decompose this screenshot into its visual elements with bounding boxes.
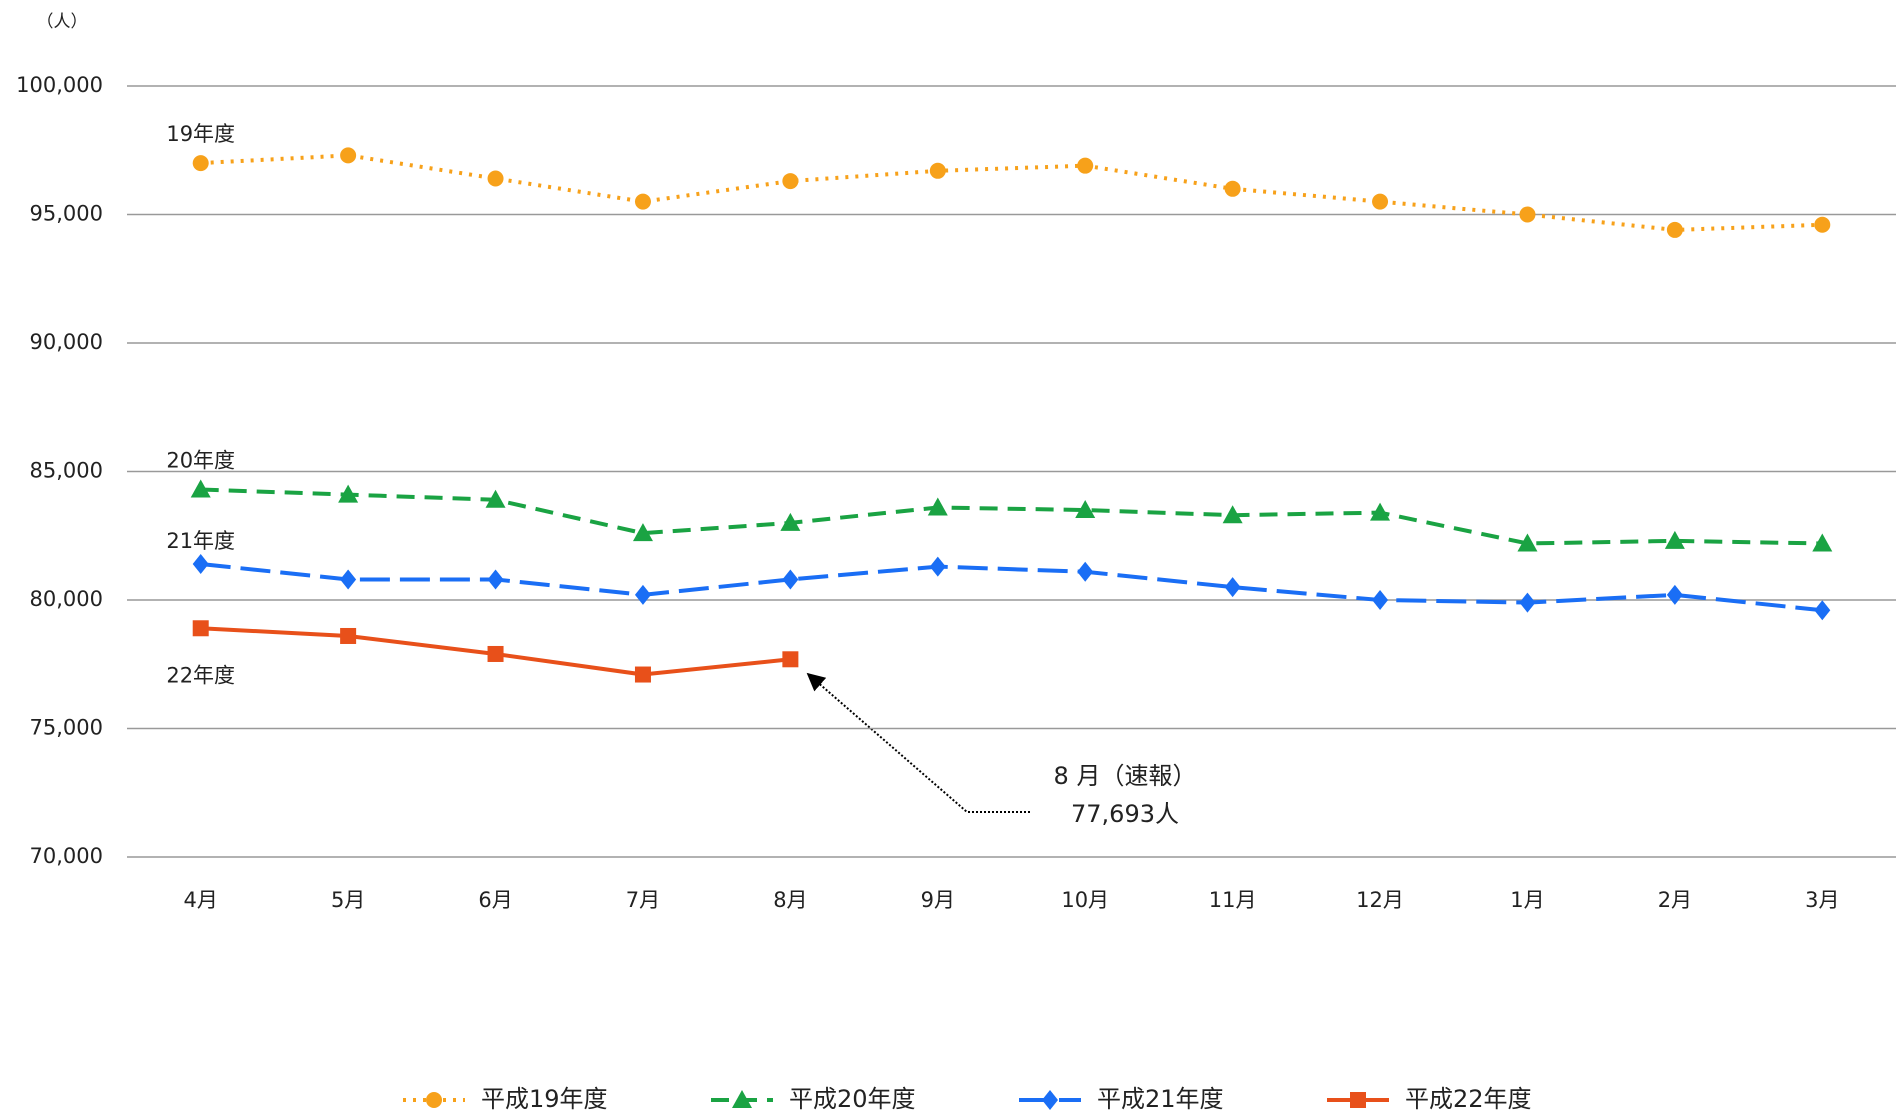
x-tick-label: 12月 bbox=[1356, 888, 1404, 912]
x-tick-label: 3月 bbox=[1805, 888, 1839, 912]
point bbox=[1519, 206, 1536, 223]
y-tick-label: 80,000 bbox=[30, 587, 103, 611]
series-line bbox=[200, 153, 1823, 232]
point bbox=[1222, 505, 1243, 524]
legend-marker bbox=[1350, 1092, 1366, 1108]
x-tick-label: 5月 bbox=[331, 888, 365, 912]
y-tick-label: 75,000 bbox=[30, 716, 103, 740]
point bbox=[1077, 157, 1094, 174]
point bbox=[1812, 533, 1833, 552]
legend-label: 平成19年度 bbox=[481, 1085, 608, 1113]
point bbox=[340, 569, 357, 590]
point bbox=[1372, 590, 1389, 610]
point bbox=[340, 147, 357, 164]
x-tick-label: 8月 bbox=[773, 888, 807, 912]
x-tick-label: 1月 bbox=[1510, 888, 1544, 912]
annotation: 77,693人 bbox=[1071, 800, 1179, 828]
point bbox=[1666, 221, 1683, 238]
point bbox=[634, 584, 651, 605]
point bbox=[1077, 561, 1094, 582]
point bbox=[1224, 180, 1241, 197]
point bbox=[929, 556, 946, 577]
point bbox=[1814, 216, 1831, 233]
x-tick-label: 6月 bbox=[478, 888, 512, 912]
point bbox=[1666, 584, 1683, 605]
legend-marker bbox=[426, 1092, 442, 1108]
point bbox=[487, 645, 504, 662]
point bbox=[485, 489, 506, 508]
point bbox=[1370, 502, 1391, 521]
legend-label: 平成20年度 bbox=[789, 1085, 916, 1113]
x-tick-label: 2月 bbox=[1658, 888, 1692, 912]
y-tick-label: 95,000 bbox=[30, 202, 103, 226]
point bbox=[192, 155, 209, 172]
point bbox=[1814, 600, 1831, 621]
point bbox=[1664, 530, 1685, 549]
point bbox=[782, 569, 799, 590]
x-tick-label: 11月 bbox=[1209, 888, 1257, 912]
point bbox=[632, 523, 653, 542]
point bbox=[340, 627, 357, 644]
y-tick-label: 70,000 bbox=[30, 844, 103, 868]
legend-label: 平成22年度 bbox=[1405, 1085, 1532, 1113]
series-line bbox=[200, 487, 1823, 546]
series-label: 20年度 bbox=[166, 448, 235, 472]
point bbox=[190, 479, 211, 498]
x-tick-label: 10月 bbox=[1061, 888, 1109, 912]
point bbox=[1517, 533, 1538, 552]
point bbox=[782, 173, 799, 190]
series-line bbox=[200, 562, 1823, 613]
y-tick-label: 100,000 bbox=[16, 73, 103, 97]
point bbox=[634, 666, 651, 683]
legend-label: 平成21年度 bbox=[1097, 1085, 1224, 1113]
point bbox=[192, 620, 209, 637]
point bbox=[338, 484, 359, 503]
point bbox=[192, 554, 209, 575]
point bbox=[1224, 577, 1241, 598]
point bbox=[634, 193, 651, 210]
y-unit-label: （人） bbox=[37, 12, 88, 32]
point bbox=[782, 651, 799, 668]
point bbox=[780, 512, 801, 531]
legend-marker bbox=[732, 1090, 752, 1108]
y-tick-label: 90,000 bbox=[30, 330, 103, 354]
x-tick-label: 9月 bbox=[921, 888, 955, 912]
annotation: 8 月（速報） bbox=[1054, 762, 1197, 790]
x-tick-label: 4月 bbox=[184, 888, 218, 912]
point bbox=[487, 170, 504, 187]
series-label: 21年度 bbox=[166, 529, 235, 553]
x-tick-label: 7月 bbox=[626, 888, 660, 912]
point bbox=[487, 569, 504, 590]
point bbox=[1372, 193, 1389, 210]
y-tick-label: 85,000 bbox=[30, 459, 103, 483]
point bbox=[1075, 500, 1096, 519]
annotation-arrow bbox=[806, 672, 1030, 813]
point bbox=[1519, 592, 1536, 613]
series-label: 19年度 bbox=[166, 122, 235, 146]
legend-marker bbox=[1042, 1090, 1058, 1110]
point bbox=[929, 162, 946, 179]
point bbox=[927, 497, 948, 516]
series-label: 22年度 bbox=[166, 663, 235, 687]
